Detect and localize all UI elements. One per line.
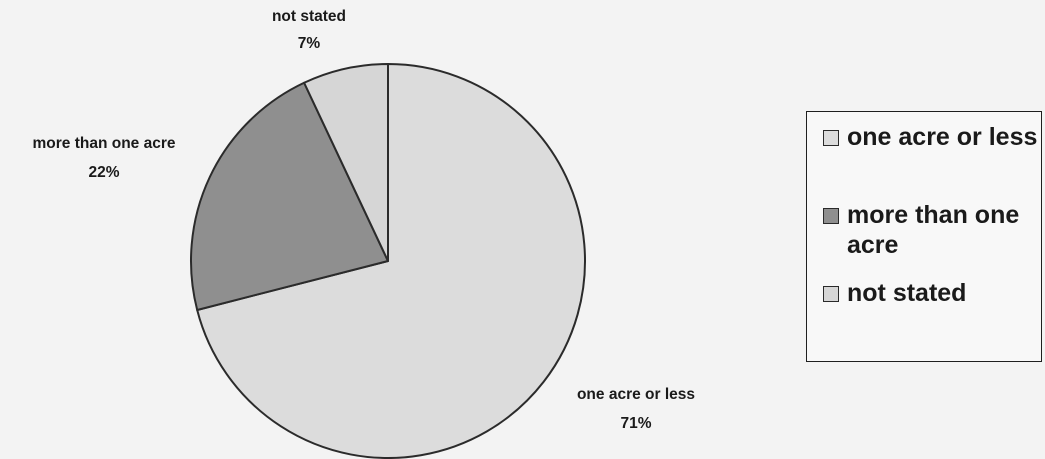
legend-label-one-acre-or-less: one acre or less bbox=[847, 123, 1038, 151]
slice-label-one-acre-or-less-name: one acre or less bbox=[577, 386, 695, 403]
legend-item-one-acre-or-less: one acre or less bbox=[823, 122, 1038, 152]
pie-slice-more-than-one-acre bbox=[190, 81, 389, 311]
pie-slice-one-acre-or-less bbox=[196, 63, 586, 459]
legend: one acre or less more than one acre not … bbox=[806, 111, 1042, 362]
legend-item-not-stated: not stated bbox=[823, 278, 1038, 308]
legend-label-more-than-one-acre: more than one acre bbox=[847, 201, 1020, 259]
legend-swatch-not-stated bbox=[823, 286, 839, 302]
slice-label-not-stated-percent: 7% bbox=[298, 35, 321, 52]
pie-slice-not-stated bbox=[303, 63, 389, 262]
slice-label-more-than-one-acre-percent: 22% bbox=[88, 164, 119, 181]
slice-labels: not stated 7% more than one acre 22% one… bbox=[33, 8, 696, 432]
legend-swatch-one-acre-or-less bbox=[823, 130, 839, 146]
legend-label-not-stated: not stated bbox=[847, 279, 967, 307]
legend-item-more-than-one-acre: more than one acre bbox=[823, 200, 1038, 260]
slice-label-not-stated-name: not stated bbox=[272, 8, 346, 25]
slice-label-one-acre-or-less-percent: 71% bbox=[620, 415, 651, 432]
pie-slices bbox=[190, 63, 586, 459]
slice-label-more-than-one-acre-name: more than one acre bbox=[33, 135, 176, 152]
legend-swatch-more-than-one-acre bbox=[823, 208, 839, 224]
